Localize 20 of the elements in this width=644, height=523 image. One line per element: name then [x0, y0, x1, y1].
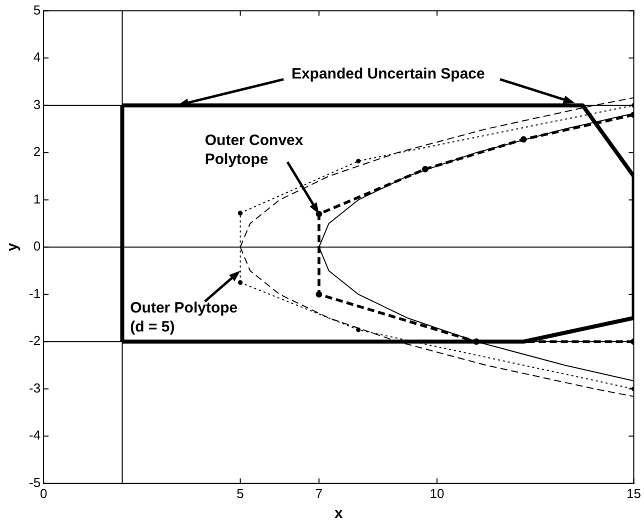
annotation: Outer Polytope (d = 5) [130, 300, 238, 336]
y-tick-label: 0 [33, 238, 41, 254]
annotation: Expanded Uncertain Space [291, 66, 485, 83]
y-tick-label: 2 [33, 144, 41, 160]
y-tick-label: -5 [28, 474, 41, 490]
y-tick-label: 3 [33, 96, 41, 112]
x-tick-label: 7 [315, 486, 323, 501]
annotation: Outer Convex Polytope [204, 132, 304, 168]
x-axis-title: x [334, 505, 344, 522]
y-tick-label: -1 [28, 286, 41, 301]
y-axis-title: y [4, 242, 22, 252]
x-tick-label: 15 [626, 486, 642, 501]
y-tick-label: -3 [28, 380, 41, 396]
y-tick-label: 5 [33, 2, 41, 18]
y-tick-label: 1 [33, 191, 41, 206]
y-tick-label: -4 [28, 428, 41, 443]
y-tick-label: -2 [28, 333, 41, 348]
y-tick-label: 4 [33, 50, 41, 65]
x-tick-label: 5 [236, 486, 244, 501]
x-tick-label: 10 [430, 486, 444, 501]
